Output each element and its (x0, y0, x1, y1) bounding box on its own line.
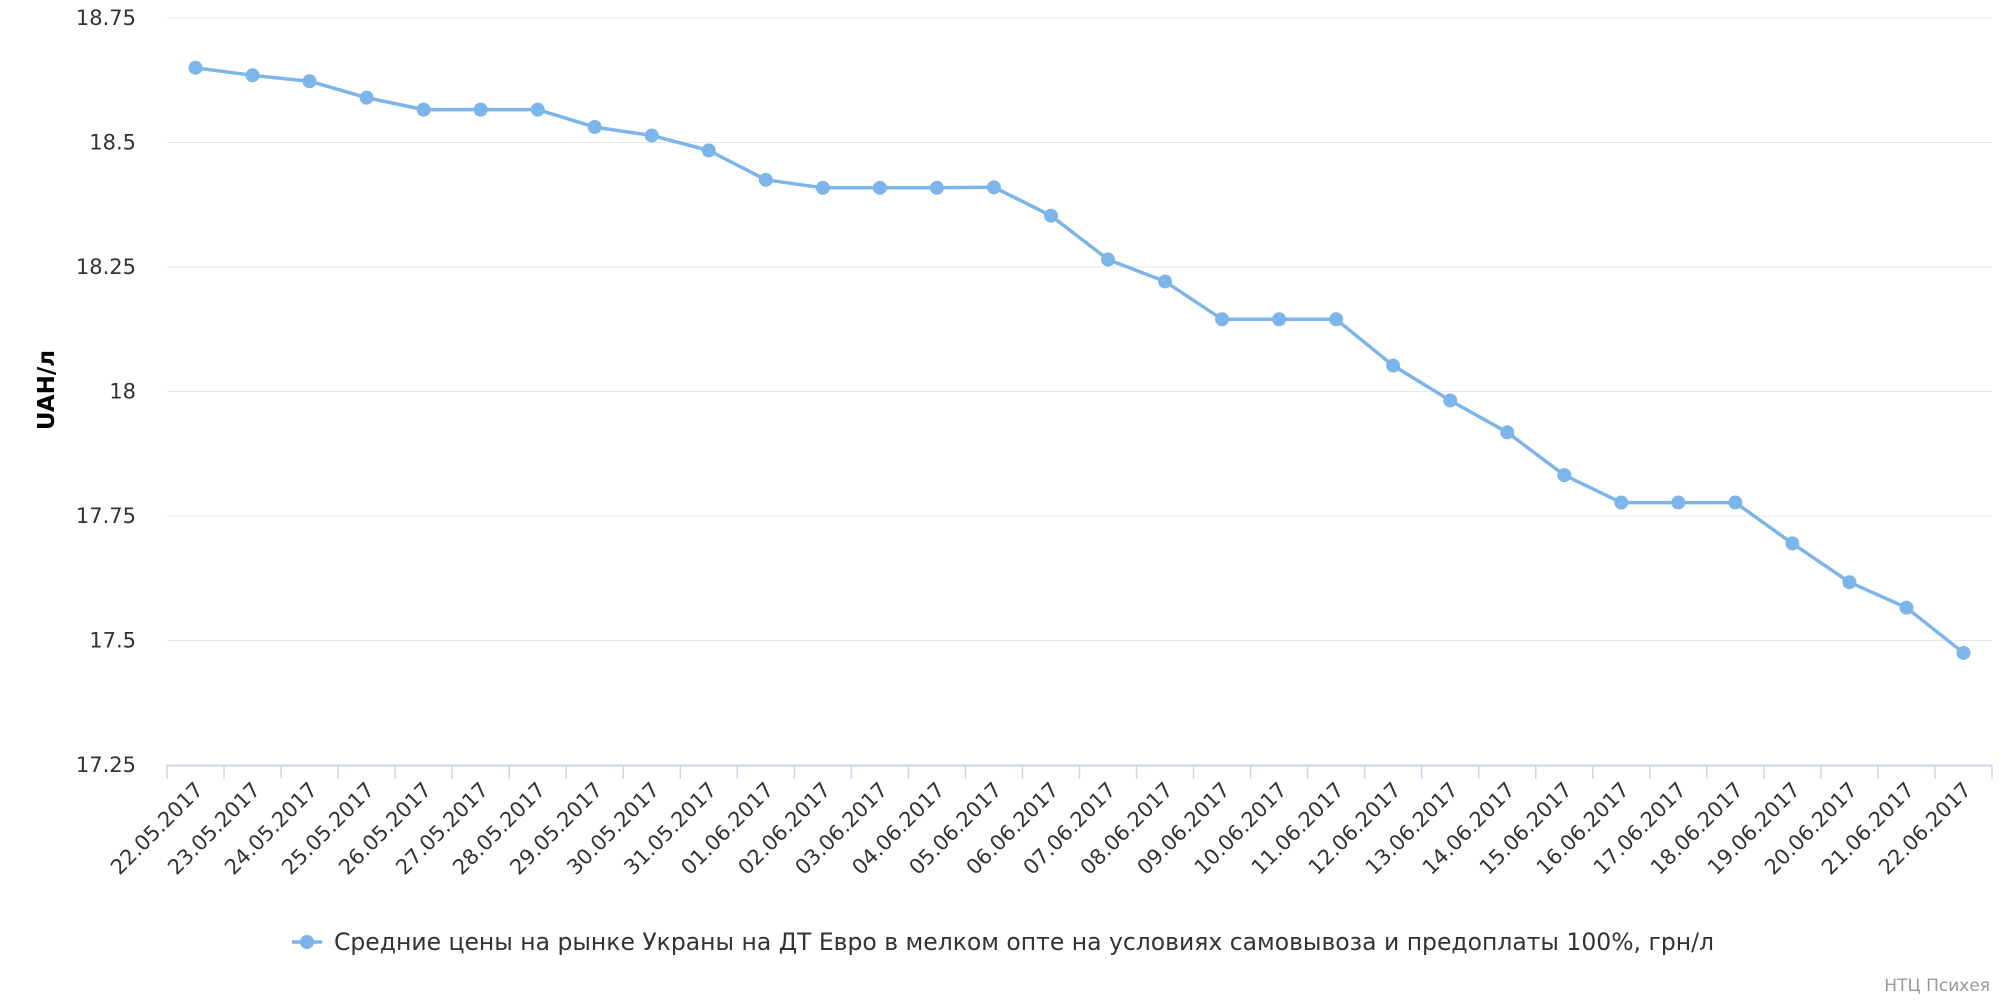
x-axis-tick-labels: 22.05.201723.05.201724.05.201725.05.2017… (106, 778, 1976, 880)
data-point[interactable] (1215, 312, 1230, 327)
data-point[interactable] (1500, 425, 1515, 440)
data-point[interactable] (986, 180, 1001, 195)
y-tick-label: 18.25 (76, 255, 136, 279)
data-point[interactable] (1899, 600, 1914, 615)
data-point[interactable] (1386, 358, 1401, 373)
data-point[interactable] (644, 128, 659, 143)
data-point[interactable] (359, 90, 374, 105)
data-point[interactable] (1272, 312, 1287, 327)
data-point[interactable] (1443, 393, 1458, 408)
data-point[interactable] (587, 120, 602, 135)
data-point[interactable] (1842, 575, 1857, 590)
data-point[interactable] (815, 180, 830, 195)
data-point[interactable] (1728, 495, 1743, 510)
y-tick-label: 17.5 (89, 629, 136, 653)
x-axis (166, 764, 1993, 779)
y-tick-label: 17.75 (76, 504, 136, 528)
data-point[interactable] (1158, 274, 1173, 289)
data-point[interactable] (1614, 495, 1629, 510)
credits-label[interactable]: НТЦ Психея (1884, 976, 1990, 996)
data-point[interactable] (1557, 468, 1572, 483)
grid-lines (167, 17, 1992, 641)
data-point[interactable] (1043, 208, 1058, 223)
data-point[interactable] (188, 60, 203, 75)
y-axis-tick-labels: 17.25 17.5 17.75 18 18.25 18.5 18.75 (76, 6, 136, 777)
data-point[interactable] (1329, 312, 1344, 327)
data-point[interactable] (701, 143, 716, 158)
data-point[interactable] (416, 102, 431, 117)
data-point[interactable] (1785, 536, 1800, 551)
y-axis-title: UAH/л (34, 350, 60, 430)
y-tick-label: 18.5 (89, 131, 136, 155)
data-point[interactable] (302, 74, 317, 89)
data-point[interactable] (872, 180, 887, 195)
data-point[interactable] (758, 172, 773, 187)
data-point[interactable] (1101, 252, 1116, 267)
data-point[interactable] (245, 68, 260, 83)
data-point[interactable] (473, 102, 488, 117)
series-line[interactable] (193, 66, 1966, 655)
data-point[interactable] (929, 180, 944, 195)
y-tick-label: 18.75 (76, 6, 136, 30)
y-tick-label: 17.25 (76, 753, 136, 777)
series-group (188, 60, 1971, 660)
data-point[interactable] (530, 102, 545, 117)
data-point[interactable] (1956, 645, 1971, 660)
legend-item-label[interactable]: Средние цены на рынке Украны на ДТ Евро … (334, 928, 1714, 956)
legend[interactable]: Средние цены на рынке Украны на ДТ Евро … (292, 928, 1714, 956)
legend-marker-symbol (300, 935, 314, 949)
y-tick-label: 18 (109, 380, 136, 404)
data-point[interactable] (1671, 495, 1686, 510)
